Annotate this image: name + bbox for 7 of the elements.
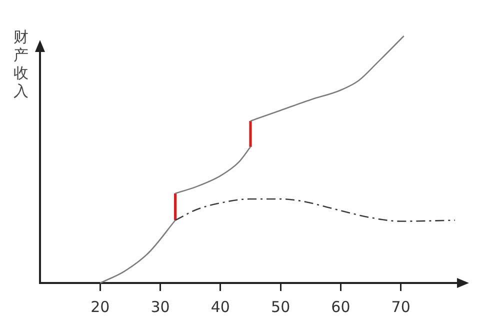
y-axis-title: 财产收入: [12, 28, 30, 100]
x-tick-label: 70: [391, 298, 410, 316]
x-tick-label: 50: [271, 298, 290, 316]
x-tick-label: 20: [90, 298, 110, 316]
x-tick-label: 60: [331, 298, 350, 316]
x-tick-label: 40: [210, 298, 230, 316]
x-tick-label: 30: [150, 298, 170, 316]
